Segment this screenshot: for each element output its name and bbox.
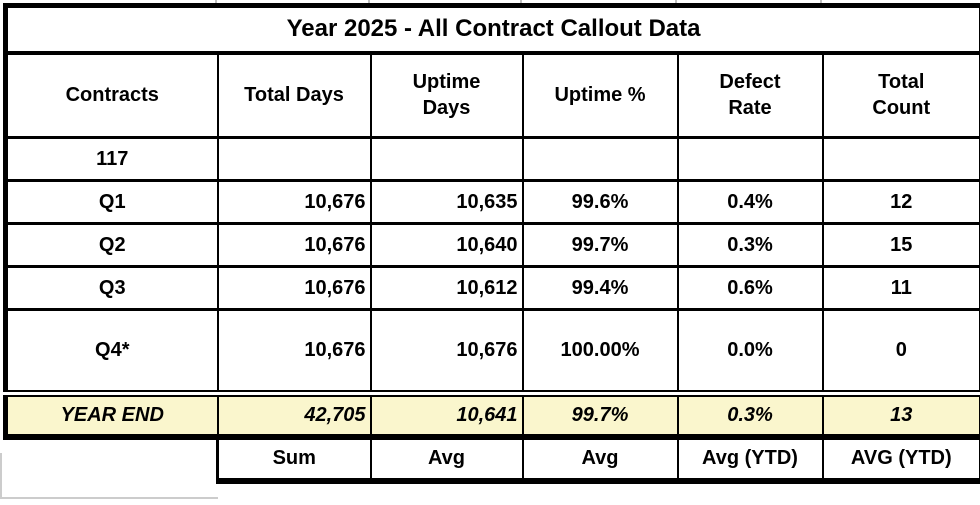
- table-row-q1: Q1 10,676 10,635 99.6% 0.4% 12: [3, 179, 980, 225]
- cell-total-count[interactable]: 0: [821, 308, 980, 395]
- col-header-uptime-pct: Uptime %: [521, 51, 679, 139]
- cell-uptime-pct[interactable]: [521, 136, 679, 182]
- cell-contract[interactable]: Q3: [3, 265, 219, 311]
- cell-total-days[interactable]: 10,676: [216, 308, 372, 395]
- col-header-defect-rate: Defect Rate: [676, 51, 824, 139]
- cell-total-days[interactable]: [216, 136, 372, 182]
- footer-sum-label: Sum: [216, 435, 372, 484]
- cell-uptime-days[interactable]: 10,641: [369, 390, 524, 440]
- cell-year-end-label[interactable]: YEAR END: [3, 390, 219, 440]
- cell-uptime-days[interactable]: [369, 136, 524, 182]
- cell-contract[interactable]: Q1: [3, 179, 219, 225]
- cell-uptime-days[interactable]: 10,640: [369, 222, 524, 268]
- col-header-uptime-days: Uptime Days: [369, 51, 524, 139]
- cell-total-count[interactable]: 13: [821, 390, 980, 440]
- cell-total-count[interactable]: [821, 136, 980, 182]
- table-header-row: Contracts Total Days Uptime Days Uptime …: [3, 51, 980, 139]
- spreadsheet-gridline: [820, 0, 822, 4]
- footer-empty-cell: [5, 436, 218, 481]
- cell-total-days[interactable]: 10,676: [216, 265, 372, 311]
- cell-total-days[interactable]: 10,676: [216, 222, 372, 268]
- cell-uptime-days[interactable]: 10,676: [369, 308, 524, 395]
- cell-uptime-pct[interactable]: 99.7%: [521, 222, 679, 268]
- col-header-contracts: Contracts: [3, 51, 219, 139]
- table-title-row: Year 2025 - All Contract Callout Data: [2, 3, 980, 55]
- spreadsheet-gridline: [215, 0, 217, 4]
- cell-uptime-days[interactable]: 10,635: [369, 179, 524, 225]
- footer-avg-label: Avg: [369, 435, 524, 484]
- spreadsheet-gridline: [0, 497, 218, 499]
- cell-total-count[interactable]: 12: [821, 179, 980, 225]
- footer-avg-ytd-caps-label: AVG (YTD): [821, 435, 980, 484]
- cell-total-days[interactable]: 10,676: [216, 179, 372, 225]
- cell-total-count[interactable]: 11: [821, 265, 980, 311]
- table-row-q2: Q2 10,676 10,640 99.7% 0.3% 15: [3, 222, 980, 268]
- cell-defect-rate[interactable]: 0.0%: [676, 308, 824, 395]
- cell-uptime-pct[interactable]: 100.00%: [521, 308, 679, 395]
- cell-uptime-days[interactable]: 10,612: [369, 265, 524, 311]
- cell-total-days[interactable]: 42,705: [216, 390, 372, 440]
- footer-avg-label: Avg: [521, 435, 679, 484]
- spreadsheet-gridline: [368, 0, 370, 4]
- table-row-117: 117: [3, 136, 980, 182]
- cell-uptime-pct[interactable]: 99.4%: [521, 265, 679, 311]
- table-row-q4: Q4* 10,676 10,676 100.00% 0.0% 0: [3, 308, 980, 395]
- cell-contract[interactable]: 117: [3, 136, 219, 182]
- cell-contract[interactable]: Q2: [3, 222, 219, 268]
- cell-defect-rate[interactable]: 0.3%: [676, 222, 824, 268]
- spreadsheet-gridline: [0, 453, 2, 499]
- col-header-total-days: Total Days: [216, 51, 372, 139]
- table-row-year-end: YEAR END 42,705 10,641 99.7% 0.3% 13: [3, 390, 980, 440]
- col-header-total-count: Total Count: [821, 51, 980, 139]
- cell-uptime-pct[interactable]: 99.7%: [521, 390, 679, 440]
- spreadsheet-gridline: [520, 0, 522, 4]
- cell-uptime-pct[interactable]: 99.6%: [521, 179, 679, 225]
- table-title: Year 2025 - All Contract Callout Data: [2, 3, 980, 55]
- cell-defect-rate[interactable]: [676, 136, 824, 182]
- cell-defect-rate[interactable]: 0.4%: [676, 179, 824, 225]
- table-row-q3: Q3 10,676 10,612 99.4% 0.6% 11: [3, 265, 980, 311]
- contract-callout-table: Year 2025 - All Contract Callout Data Co…: [2, 3, 980, 484]
- footer-avg-ytd-label: Avg (YTD): [676, 435, 824, 484]
- table-footer-row: Sum Avg Avg Avg (YTD) AVG (YTD): [5, 435, 980, 484]
- cell-total-count[interactable]: 15: [821, 222, 980, 268]
- spreadsheet-gridline: [675, 0, 677, 4]
- cell-defect-rate[interactable]: 0.6%: [676, 265, 824, 311]
- cell-contract[interactable]: Q4*: [3, 308, 219, 395]
- cell-defect-rate[interactable]: 0.3%: [676, 390, 824, 440]
